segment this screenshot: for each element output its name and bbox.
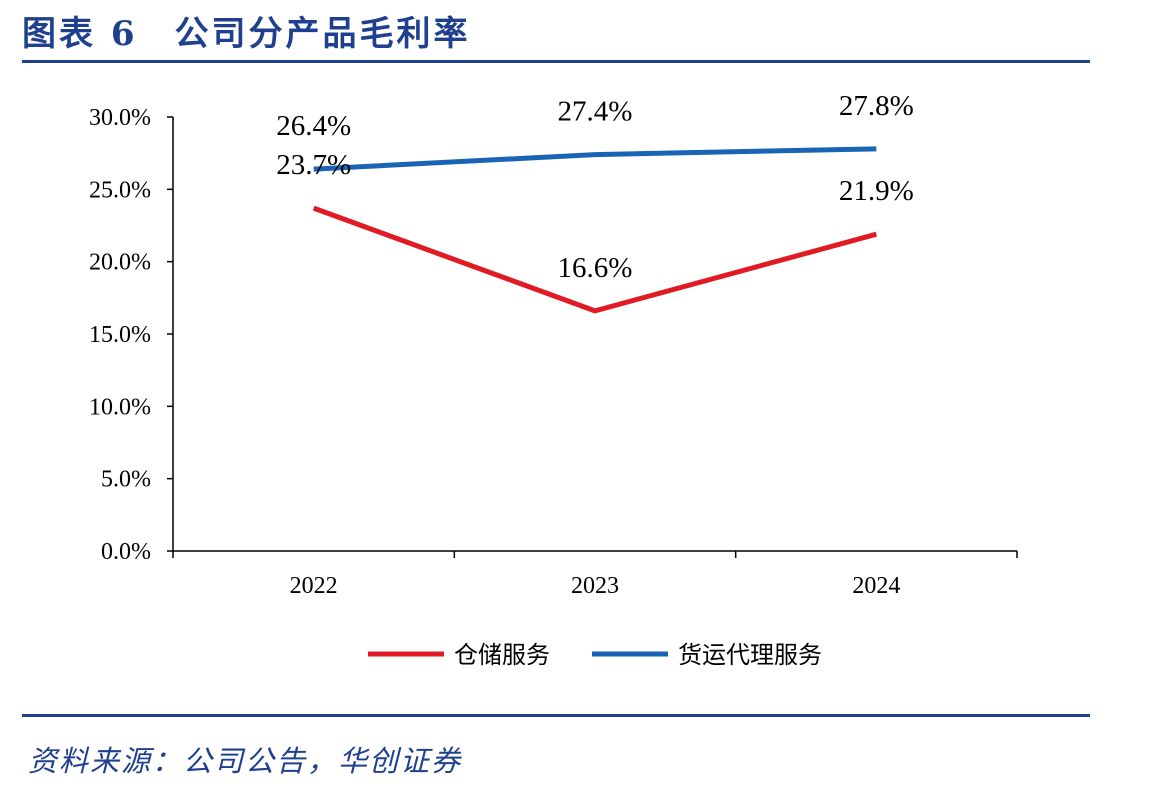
x-tick-label: 2023 xyxy=(571,573,619,599)
data-label: 21.9% xyxy=(839,175,914,207)
series-line-1 xyxy=(313,146,877,172)
title-divider xyxy=(22,60,1090,63)
data-label: 27.8% xyxy=(839,90,914,122)
x-tick-label: 2024 xyxy=(852,573,900,599)
legend-label: 货运代理服务 xyxy=(678,641,822,669)
y-tick-label: 0.0% xyxy=(101,539,151,565)
data-label: 26.4% xyxy=(276,110,351,142)
data-labels: 23.7% 16.6% 21.9% 26.4% 27.4% 27.8% xyxy=(276,90,914,284)
source-divider xyxy=(22,714,1090,717)
y-tick-label: 10.0% xyxy=(89,394,151,420)
series-lines xyxy=(312,146,877,314)
series-line-0 xyxy=(312,205,877,314)
legend-label: 仓储服务 xyxy=(454,641,550,669)
y-tick-label: 15.0% xyxy=(89,322,151,348)
y-tick-label: 30.0% xyxy=(89,105,151,131)
data-label: 16.6% xyxy=(558,252,633,284)
chart-legend: 仓储服务 货运代理服务 xyxy=(368,641,822,669)
data-label: 23.7% xyxy=(276,149,351,181)
y-tick-label: 5.0% xyxy=(101,467,151,493)
y-tick-label: 25.0% xyxy=(89,177,151,203)
data-label: 27.4% xyxy=(558,96,633,128)
figure-title: 图表 6 公司分产品毛利率 xyxy=(22,14,471,54)
y-axis-ticks: 0.0% 5.0% 10.0% 15.0% 20.0% 25.0% 30.0% xyxy=(89,105,173,565)
source-note: 资料来源：公司公告，华创证券 xyxy=(28,744,463,778)
x-axis-ticks: 2022 2023 2024 xyxy=(172,551,1018,599)
x-tick-label: 2022 xyxy=(290,573,338,599)
y-tick-label: 20.0% xyxy=(89,250,151,276)
